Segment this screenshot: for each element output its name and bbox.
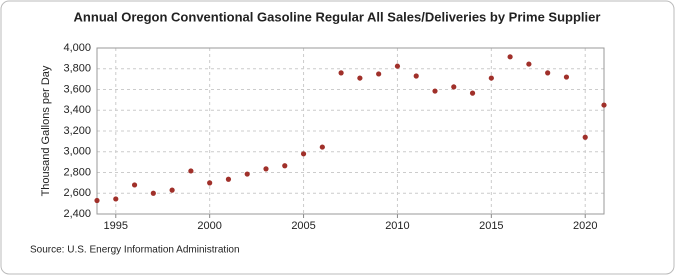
point xyxy=(225,176,232,182)
y-tick-label: 2,600 xyxy=(63,187,91,199)
point xyxy=(94,197,100,204)
point xyxy=(545,70,551,76)
point xyxy=(188,168,194,174)
y-tick-label: 3,200 xyxy=(63,125,91,137)
point xyxy=(131,182,138,188)
point xyxy=(526,61,532,67)
y-tick-label: 3,600 xyxy=(63,83,91,95)
point xyxy=(207,180,213,186)
y-tick-label: 4,000 xyxy=(63,42,91,54)
point xyxy=(451,84,457,90)
point xyxy=(263,166,269,172)
point xyxy=(113,196,119,202)
plot-border xyxy=(96,47,605,215)
y-tick-label: 3,800 xyxy=(63,63,91,75)
point xyxy=(376,71,382,77)
point xyxy=(601,102,607,108)
point xyxy=(394,63,401,69)
point xyxy=(244,171,250,177)
point xyxy=(338,70,344,76)
x-tick-label: 2005 xyxy=(291,220,315,232)
y-tick-label: 2,400 xyxy=(63,208,91,220)
source: Source: U.S. Energy Information Administ… xyxy=(30,245,240,256)
y-tick-label: 3,400 xyxy=(63,104,91,116)
point xyxy=(413,73,419,79)
point xyxy=(507,54,513,60)
point xyxy=(150,190,156,196)
point xyxy=(319,144,325,150)
point xyxy=(282,163,288,169)
x-tick-label: 2015 xyxy=(479,220,503,232)
x-tick-label: 2000 xyxy=(197,220,221,232)
point xyxy=(563,74,570,80)
point xyxy=(169,187,175,193)
point xyxy=(300,151,307,157)
point xyxy=(582,134,588,140)
point xyxy=(432,88,438,94)
chart-title: Annual Oregon Conventional Gasoline Regu… xyxy=(74,9,601,24)
point xyxy=(488,75,494,81)
point xyxy=(469,90,476,96)
point xyxy=(357,75,363,81)
y-axis-label: Thousand Gallons per Day xyxy=(40,65,52,196)
y-tick-label: 3,000 xyxy=(63,146,91,158)
x-tick-label: 2020 xyxy=(573,220,597,232)
y-tick-label: 2,800 xyxy=(63,166,91,178)
x-tick-label: 1995 xyxy=(104,220,128,232)
x-tick-label: 2010 xyxy=(385,220,409,232)
